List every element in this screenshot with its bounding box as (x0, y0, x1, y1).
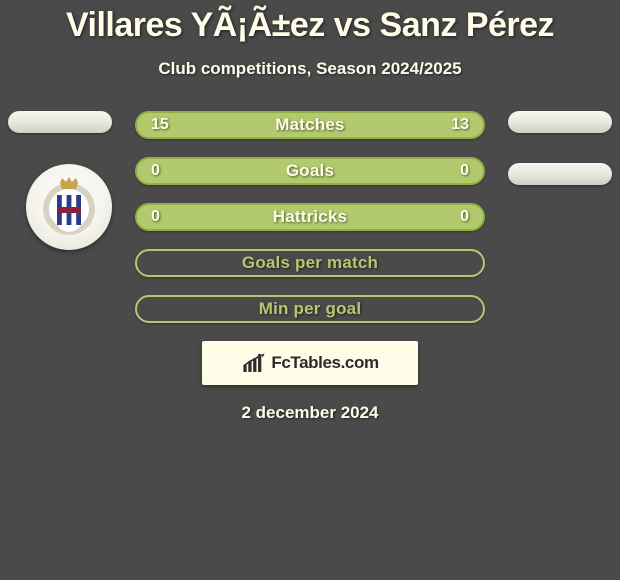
stat-bar: Matches 15 13 (135, 111, 485, 139)
stat-left-value: 0 (137, 159, 174, 183)
stat-bar: Min per goal (135, 295, 485, 323)
stat-bar-label: Goals (286, 161, 334, 181)
player-right-pill-1 (508, 111, 612, 133)
chart-icon (241, 352, 267, 374)
stat-bars: Matches 15 13 Goals 0 0 Hattricks 0 0 Goals per m… (135, 111, 485, 323)
player-right-pill-2 (508, 163, 612, 185)
stat-bar: Goals per match (135, 249, 485, 277)
stat-bar: Goals 0 0 (135, 157, 485, 185)
branding-text: FcTables.com (271, 353, 378, 373)
stat-bar-label: Min per goal (259, 299, 362, 319)
branding-plate: FcTables.com (202, 341, 418, 385)
stat-bar: Hattricks 0 0 (135, 203, 485, 231)
stat-bar-label: Matches (275, 115, 344, 135)
stat-left-value: 15 (137, 113, 183, 137)
page-subtitle: Club competitions, Season 2024/2025 (0, 59, 620, 79)
player-left-pill (8, 111, 112, 133)
club-crest-icon (42, 175, 96, 239)
club-crest (26, 164, 112, 250)
stat-bar-label: Hattricks (273, 207, 348, 227)
main-area: Matches 15 13 Goals 0 0 Hattricks 0 0 Goals per m… (0, 111, 620, 423)
stat-bar-label: Goals per match (242, 253, 378, 273)
stat-right-value: 0 (446, 159, 483, 183)
footer-date: 2 december 2024 (0, 403, 620, 423)
stat-right-value: 0 (446, 205, 483, 229)
stat-left-value: 0 (137, 205, 174, 229)
stat-right-value: 13 (437, 113, 483, 137)
page-title: Villares YÃ¡Ã±ez vs Sanz Pérez (0, 6, 620, 45)
infographic-root: Villares YÃ¡Ã±ez vs Sanz Pérez Club comp… (0, 0, 620, 580)
